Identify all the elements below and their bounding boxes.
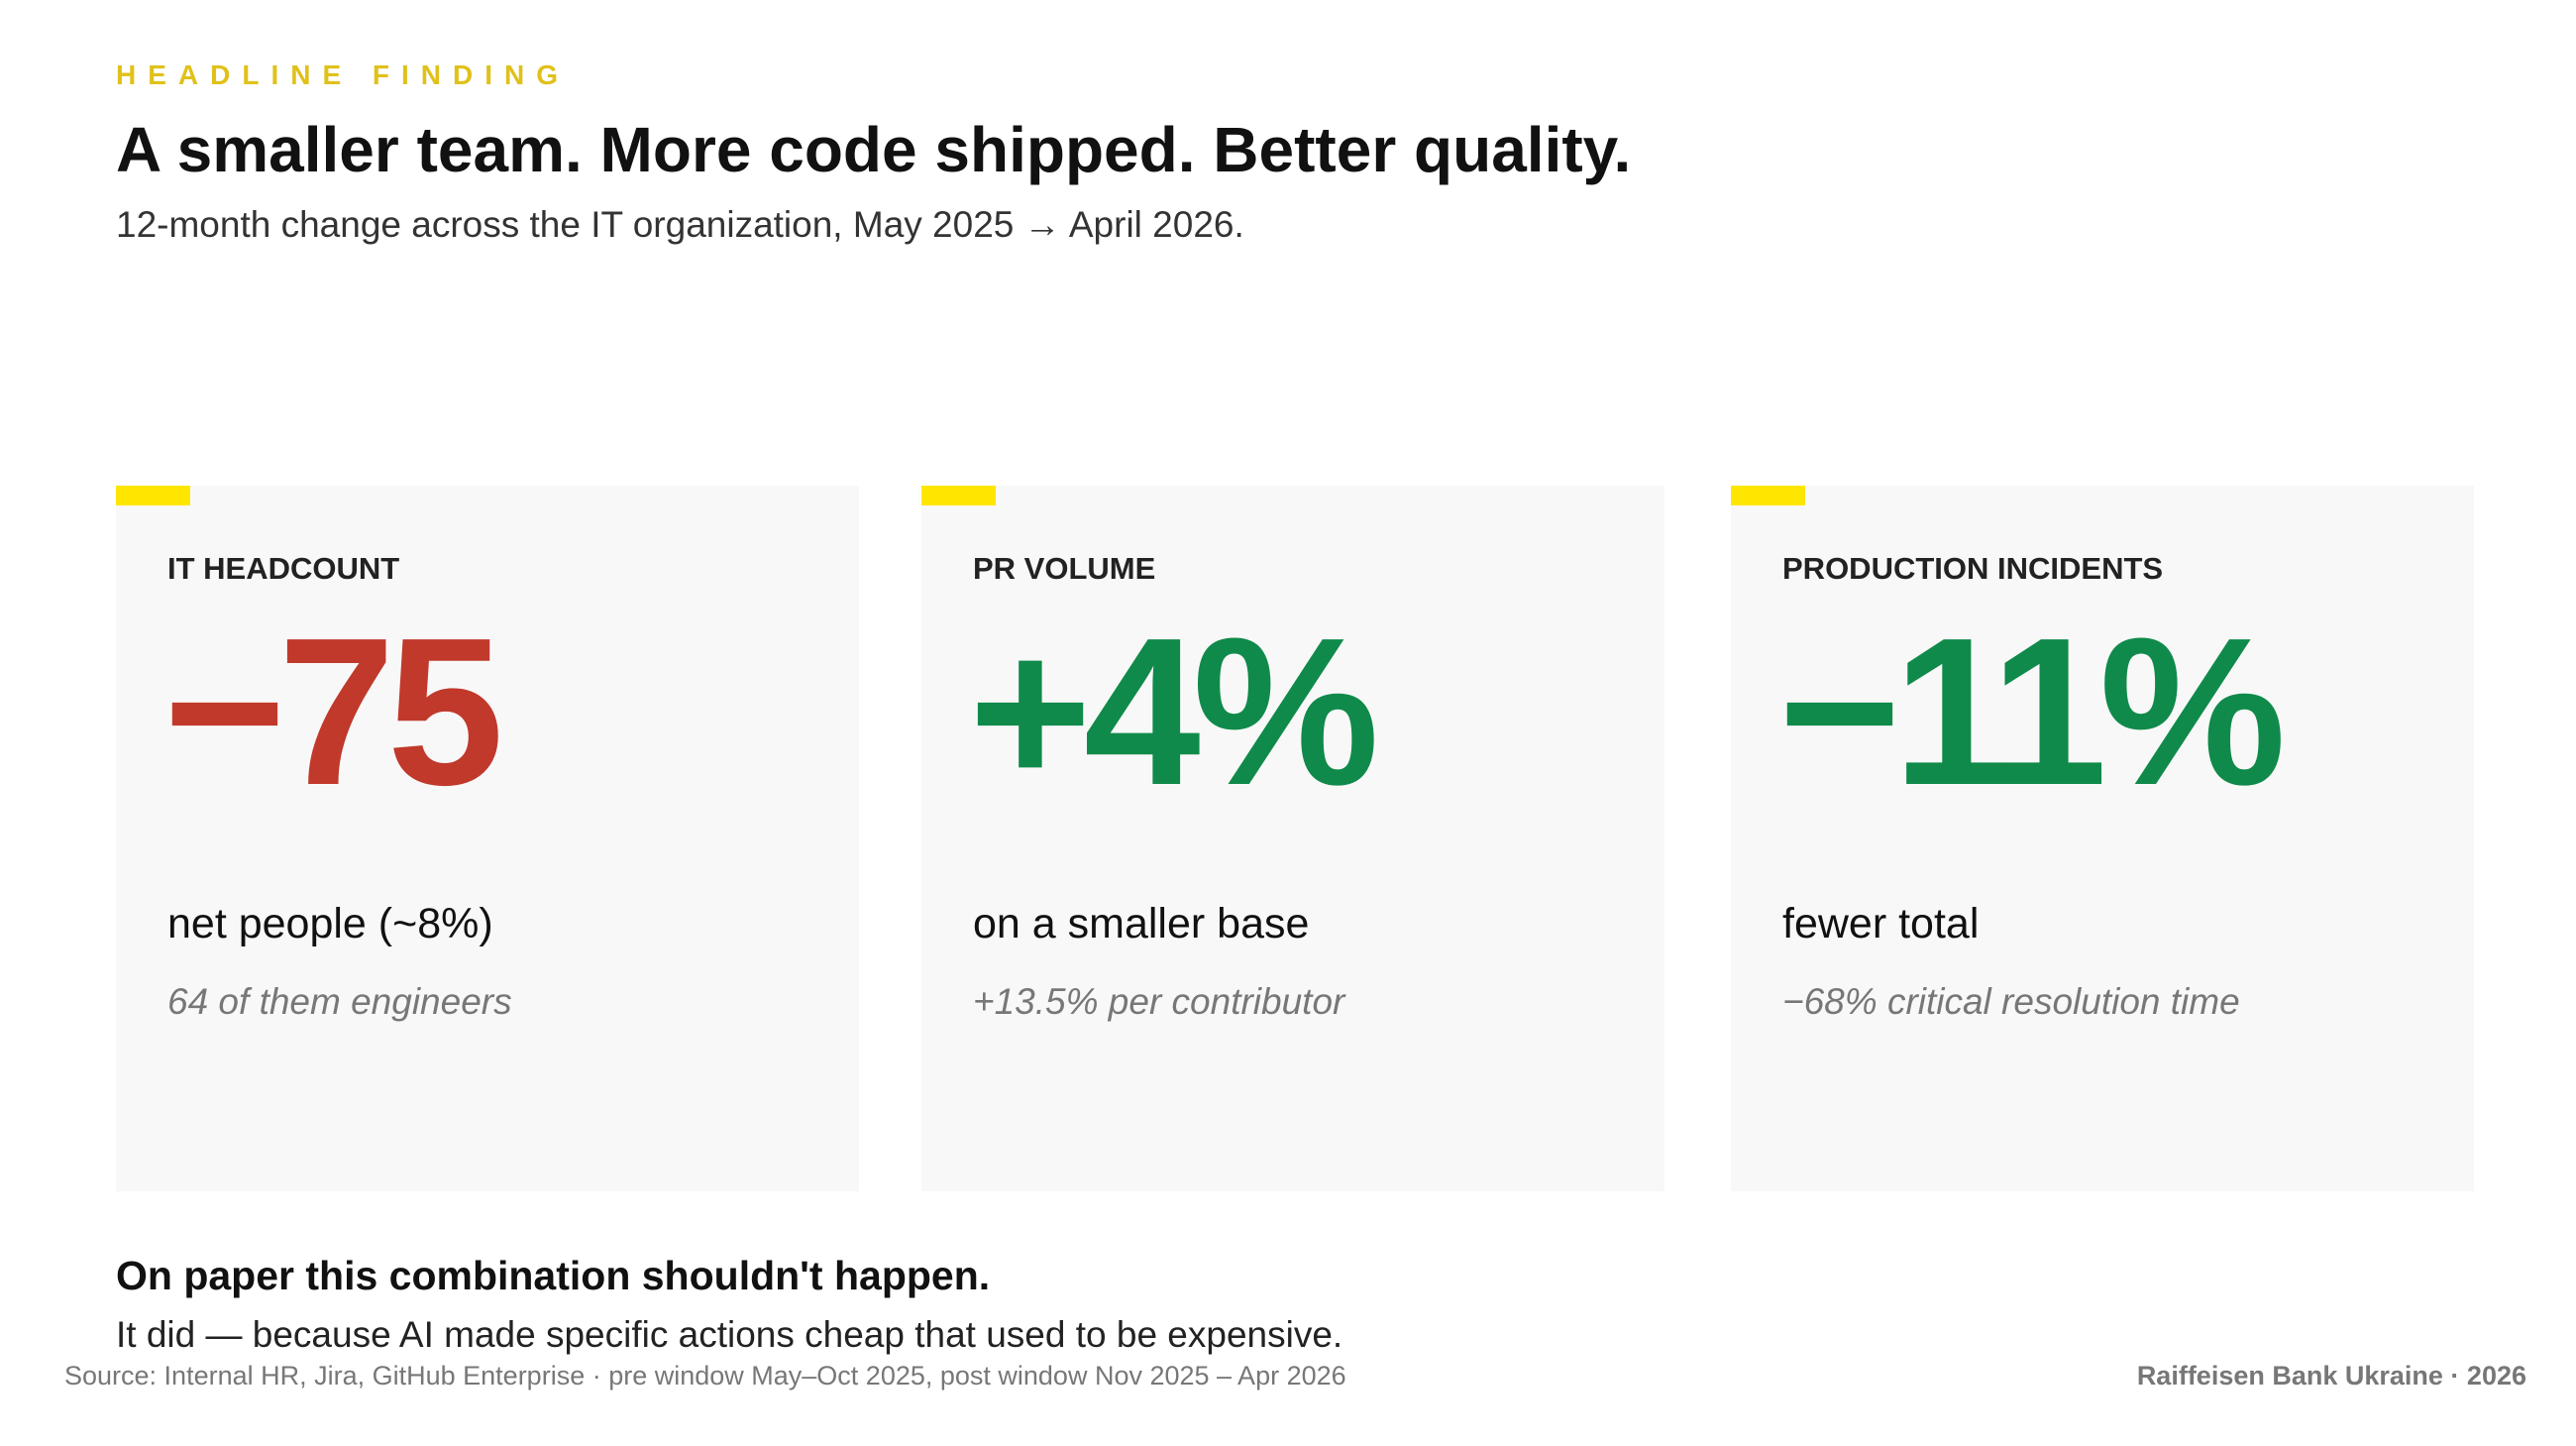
- subtitle: 12-month change across the IT organizati…: [116, 204, 1244, 245]
- card-note: −68% critical resolution time: [1782, 981, 2240, 1022]
- metric-card: IT HEADCOUNT −75 net people (~8%) 64 of …: [116, 486, 859, 1191]
- source-note: Source: Internal HR, Jira, GitHub Enterp…: [64, 1361, 1346, 1390]
- card-label: PRODUCTION INCIDENTS: [1782, 551, 2164, 586]
- conclusion-text: It did — because AI made specific action…: [116, 1314, 1343, 1355]
- conclusion-heading: On paper this combination shouldn't happ…: [116, 1253, 991, 1298]
- accent-bar: [921, 486, 996, 505]
- card-label: PR VOLUME: [973, 551, 1156, 586]
- card-note: +13.5% per contributor: [973, 981, 1345, 1022]
- card-value: −75: [163, 594, 504, 829]
- brand: Raiffeisen Bank Ukraine · 2026: [2136, 1361, 2526, 1390]
- card-value: +4%: [969, 594, 1379, 829]
- metric-card: PR VOLUME +4% on a smaller base +13.5% p…: [921, 486, 1664, 1191]
- metric-card: PRODUCTION INCIDENTS −11% fewer total −6…: [1731, 486, 2474, 1191]
- card-note: 64 of them engineers: [167, 981, 512, 1022]
- accent-bar: [116, 486, 190, 505]
- card-value: −11%: [1778, 594, 2286, 829]
- card-description: on a smaller base: [973, 900, 1310, 947]
- card-description: net people (~8%): [167, 900, 493, 947]
- kicker: HEADLINE FINDING: [116, 59, 570, 90]
- accent-bar: [1731, 486, 1805, 505]
- card-description: fewer total: [1782, 900, 1980, 947]
- title: A smaller team. More code shipped. Bette…: [116, 114, 1632, 185]
- card-label: IT HEADCOUNT: [167, 551, 400, 586]
